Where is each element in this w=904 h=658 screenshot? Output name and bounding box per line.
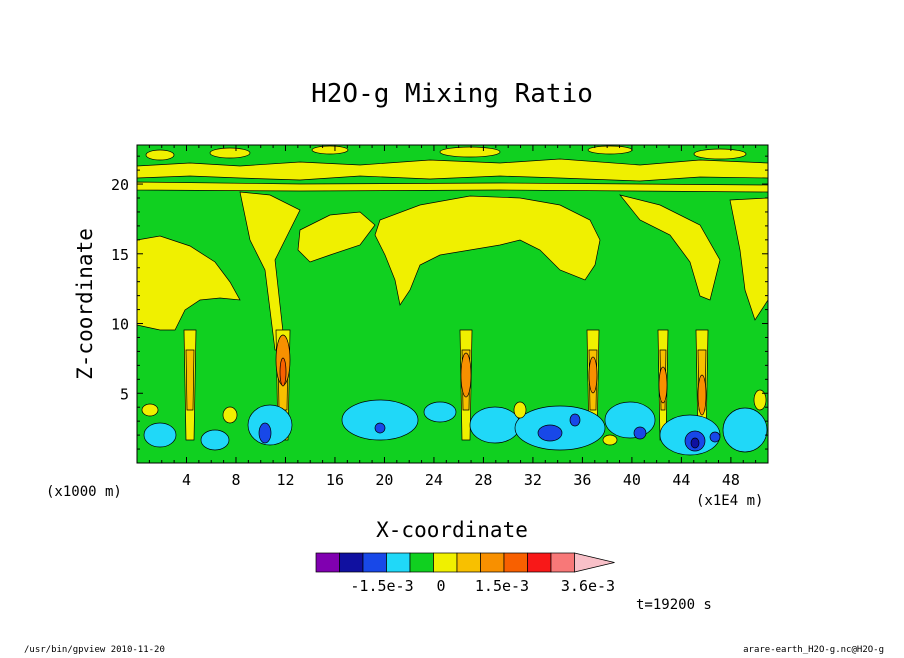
colorbar — [315, 552, 615, 573]
cyan-patch — [514, 405, 606, 451]
x-axis-label: X-coordinate — [376, 518, 528, 542]
x-tick-label: 40 — [623, 471, 641, 489]
yellow-dot — [141, 403, 159, 417]
top-blob — [439, 146, 501, 158]
deep-blue-core — [690, 437, 700, 449]
x-axis: 4 8 12 16 20 24 28 32 36 40 44 48 — [148, 145, 757, 489]
yellow-dot — [513, 401, 527, 419]
colorbar-label-3: 1.5e-3 — [475, 577, 529, 595]
cyan-patch — [341, 399, 419, 441]
x-tick-label: 48 — [722, 471, 740, 489]
yellow-streak — [297, 211, 376, 263]
top-blob — [311, 145, 349, 155]
colorbar-cell — [362, 552, 387, 573]
right-yellow-streak — [619, 194, 721, 301]
x-unit-right: (x1E4 m) — [696, 493, 763, 509]
chart-title: H2O-g Mixing Ratio — [311, 79, 593, 109]
field-shapes — [137, 145, 768, 456]
colorbar-cell — [315, 552, 340, 573]
yellow-dot — [222, 406, 238, 424]
time-label: t=19200 s — [636, 597, 712, 613]
x-tick-label: 28 — [474, 471, 492, 489]
y-tick-label: 10 — [111, 316, 129, 334]
blue-core — [258, 422, 272, 444]
colorbar-cell — [339, 552, 364, 573]
blue-core — [709, 431, 721, 443]
plot-area — [137, 145, 768, 463]
x-unit-left: (x1000 m) — [46, 484, 122, 500]
cyan-patch — [143, 422, 177, 448]
x-tick-label: 24 — [425, 471, 443, 489]
cyan-patch — [423, 401, 457, 423]
colorbar-cell — [480, 552, 505, 573]
y-tick-label: 5 — [120, 385, 129, 403]
top-blob — [145, 149, 175, 161]
plume-peak — [279, 357, 287, 387]
footer-right: arare-earth_H2O-g.nc@H2O-g — [743, 645, 884, 654]
y-axis-label: Z-coordinate — [73, 228, 97, 380]
x-tick-label: 20 — [375, 471, 393, 489]
stratosphere-band — [137, 181, 768, 193]
x-tick-label: 8 — [231, 471, 240, 489]
colorbar-cell — [503, 552, 528, 573]
plot-frame — [136, 144, 769, 464]
y-axis: 5 10 15 20 — [111, 155, 768, 450]
x-tick-label: 36 — [573, 471, 591, 489]
yellow-dot — [602, 434, 618, 446]
orange-plume — [185, 349, 195, 411]
colorbar-cell — [527, 552, 552, 573]
colorbar-label-1: -1.5e-3 — [350, 577, 413, 595]
plume-core — [697, 374, 707, 416]
tall-plume-12 — [239, 191, 301, 351]
upper-yellow-band — [137, 158, 768, 182]
cyan-patch — [200, 429, 230, 451]
central-yellow-plume — [374, 195, 601, 306]
top-blob — [693, 148, 747, 160]
right-edge-yellow — [729, 197, 768, 321]
y-tick-label: 20 — [111, 176, 129, 194]
colorbar-cell — [386, 552, 411, 573]
plume-core — [588, 356, 598, 394]
blue-core — [537, 424, 563, 442]
top-blob — [209, 147, 251, 159]
y-tick-label: 15 — [111, 246, 129, 264]
plume-core — [460, 352, 472, 398]
x-tick-label: 4 — [182, 471, 191, 489]
x-tick-label: 12 — [276, 471, 294, 489]
x-tick-label: 32 — [524, 471, 542, 489]
x-tick-label: 44 — [672, 471, 690, 489]
plume-core — [658, 366, 668, 404]
colorbar-label-4: 3.6e-3 — [561, 577, 615, 595]
blue-core — [374, 422, 386, 434]
cyan-patch — [604, 401, 656, 439]
left-yellow-region — [137, 235, 241, 331]
footer-left: /usr/bin/gpview 2010-11-20 — [24, 645, 165, 654]
cyan-patch — [722, 407, 768, 453]
colorbar-cell — [433, 552, 458, 573]
blue-core — [633, 426, 647, 440]
x-tick-label: 16 — [326, 471, 344, 489]
colorbar-cell — [409, 552, 434, 573]
blue-core — [569, 413, 581, 427]
yellow-dot — [753, 389, 767, 411]
colorbar-label-2: 0 — [436, 577, 445, 595]
colorbar-cell — [456, 552, 481, 573]
cyan-patch — [469, 406, 521, 444]
colorbar-cell — [550, 552, 575, 573]
colorbar-arrow — [574, 552, 615, 573]
